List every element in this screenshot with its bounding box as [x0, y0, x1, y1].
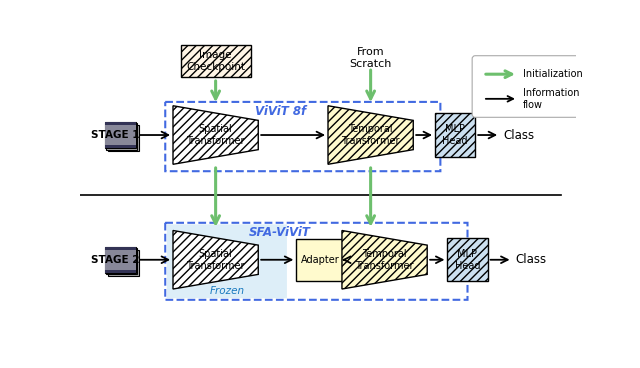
Text: Information
flow: Information flow: [522, 88, 579, 110]
Bar: [105, 145, 136, 148]
Bar: [105, 125, 136, 145]
Bar: [106, 248, 138, 275]
Bar: [105, 247, 136, 250]
Bar: [447, 238, 488, 281]
Bar: [105, 250, 136, 270]
Text: STAGE 1: STAGE 1: [91, 130, 140, 140]
Bar: [108, 250, 139, 276]
Polygon shape: [328, 106, 413, 164]
Text: MLP
Head: MLP Head: [455, 249, 480, 270]
Text: Temporal
Transformer: Temporal Transformer: [355, 249, 414, 270]
Text: Temporal
Transformer: Temporal Transformer: [341, 124, 400, 146]
FancyBboxPatch shape: [167, 224, 287, 298]
Bar: [108, 125, 139, 151]
Text: Spatial
Transformer: Spatial Transformer: [186, 124, 245, 146]
Text: ViViT 8f: ViViT 8f: [255, 105, 307, 118]
FancyBboxPatch shape: [472, 56, 579, 117]
Text: Image
Checkpoint: Image Checkpoint: [186, 50, 245, 72]
Text: Class: Class: [516, 253, 547, 266]
Bar: [296, 239, 344, 280]
Bar: [105, 247, 136, 273]
Text: Adapter: Adapter: [301, 255, 340, 265]
Text: MLP
Head: MLP Head: [442, 124, 468, 146]
Bar: [106, 124, 138, 150]
Text: From
Scratch: From Scratch: [349, 47, 392, 69]
Polygon shape: [173, 106, 259, 164]
Bar: [435, 113, 476, 156]
Text: STAGE 2: STAGE 2: [91, 255, 140, 265]
Text: Initialization: Initialization: [522, 69, 582, 79]
Polygon shape: [173, 230, 259, 289]
Bar: [180, 45, 250, 77]
Bar: [105, 122, 136, 125]
Text: SFA-ViViT: SFA-ViViT: [249, 226, 311, 239]
Text: Class: Class: [503, 128, 534, 142]
Polygon shape: [342, 230, 428, 289]
Bar: [105, 122, 136, 148]
Text: Frozen: Frozen: [209, 286, 244, 296]
Bar: [105, 270, 136, 273]
Text: Spatial
Transformer: Spatial Transformer: [186, 249, 245, 270]
